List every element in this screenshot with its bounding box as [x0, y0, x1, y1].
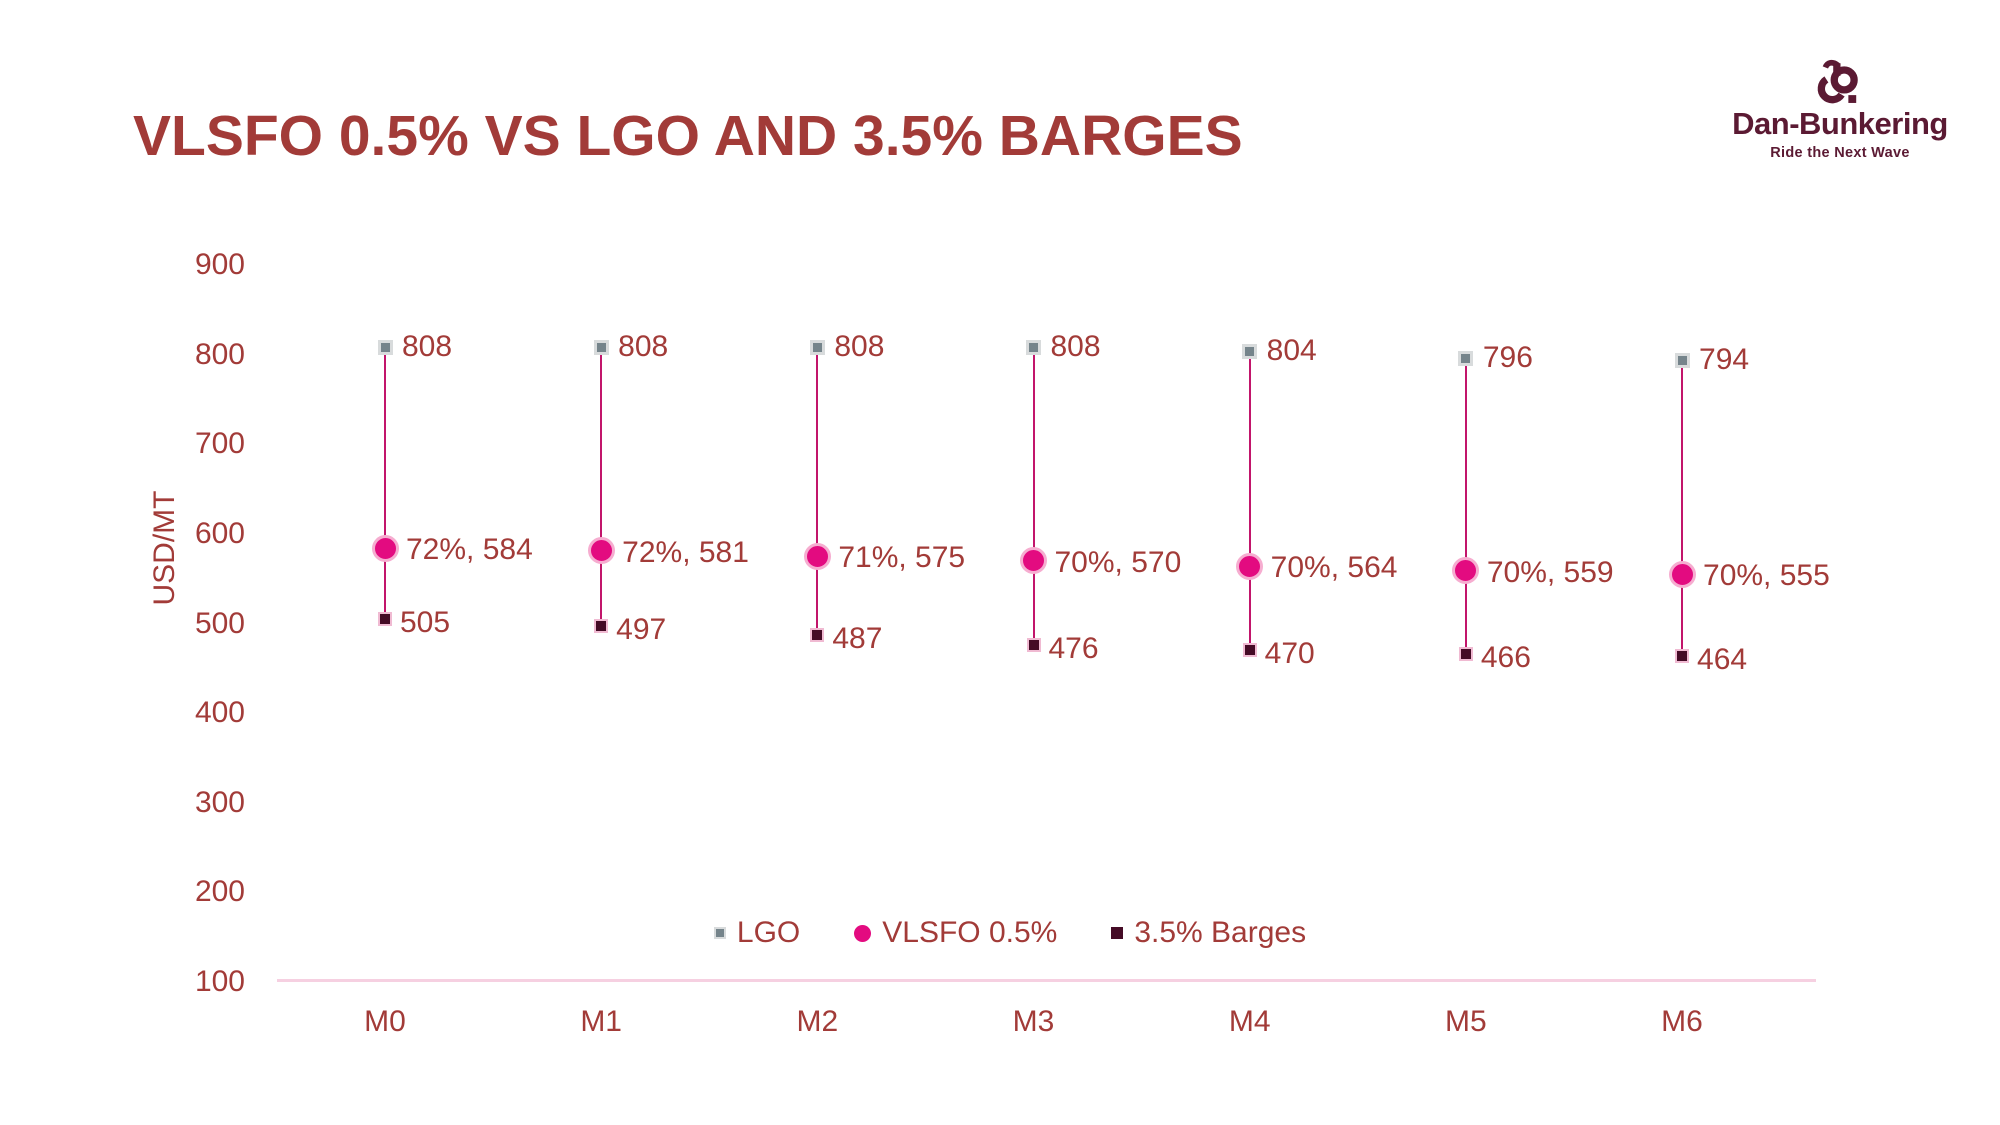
vlsfo-value-label: 70%, 555: [1703, 559, 1830, 593]
y-axis-tick-label: 700: [194, 427, 245, 461]
x-axis-tick-label: M1: [580, 1005, 622, 1038]
x-axis-tick-label: M2: [796, 1005, 839, 1038]
barges-marker: [810, 628, 825, 643]
vlsfo-marker: [1452, 557, 1480, 585]
y-axis-tick-label: 400: [194, 696, 245, 730]
high-low-connector-line: [1681, 360, 1684, 656]
barges-marker: [1675, 648, 1690, 663]
legend-item-label: 3.5% Barges: [1134, 916, 1307, 949]
page-title: VLSFO 0.5% VS LGO AND 3.5% BARGES: [133, 104, 1243, 168]
high-low-connector-line: [1248, 351, 1251, 651]
lgo-marker: [1674, 352, 1690, 368]
vlsfo-value-label: 72%, 584: [406, 533, 533, 567]
x-axis-tick-label: M5: [1445, 1005, 1487, 1038]
vlsfo-value-label: 70%, 564: [1270, 551, 1398, 585]
barges-marker: [1026, 638, 1041, 652]
barges-value-label: 497: [616, 613, 667, 647]
lgo-marker: [1026, 339, 1041, 355]
barges-value-label: 470: [1264, 637, 1315, 671]
barges-value-label: 505: [400, 606, 451, 640]
barges-value-label: 487: [832, 622, 883, 656]
lgo-marker: [1242, 343, 1258, 359]
barges-marker: [594, 619, 609, 634]
lgo-value-label: 796: [1482, 341, 1533, 375]
barges-marker: [1242, 643, 1257, 658]
vlsfo-marker: [1668, 560, 1696, 588]
lgo-value-label: 808: [618, 330, 669, 364]
lgo-value-label: 808: [402, 330, 453, 364]
lgo-legend-marker-icon: [713, 927, 726, 939]
x-axis-tick-label: M0: [364, 1005, 406, 1038]
legend-item: LGO: [713, 916, 801, 950]
y-axis-tick-label: 500: [194, 606, 245, 640]
lgo-value-label: 804: [1266, 334, 1317, 368]
x-axis-tick-label: M3: [1012, 1005, 1055, 1038]
vlsfo-marker: [803, 542, 831, 570]
barges-marker: [1458, 646, 1473, 661]
dan-bunkering-logo: Dan-Bunkering Ride the Next Wave: [1720, 58, 1960, 161]
x-axis-tick-label: M4: [1228, 1005, 1271, 1038]
lgo-value-label: 794: [1699, 343, 1750, 376]
vlsfo-value-label: 70%, 570: [1054, 545, 1182, 579]
vlsfo-marker: [371, 534, 399, 562]
x-axis-line: [277, 979, 1816, 982]
legend-item: 3.5% Barges: [1111, 916, 1306, 950]
barges-value-label: 476: [1048, 632, 1099, 665]
legend-item: VLSFO 0.5%: [854, 916, 1057, 950]
vlsfo-value-label: 72%, 581: [622, 535, 749, 569]
vlsfo-legend-marker-icon: [854, 924, 872, 942]
lgo-marker: [1458, 350, 1474, 366]
vlsfo-marker: [1236, 552, 1264, 580]
barges-value-label: 466: [1480, 640, 1531, 674]
barges-marker: [378, 612, 392, 627]
y-axis-tick-label: 100: [194, 965, 245, 998]
logo-brand-text: Dan-Bunkering: [1732, 106, 1948, 141]
lgo-value-label: 808: [1050, 330, 1101, 364]
lgo-marker: [593, 339, 609, 355]
x-axis-tick-label: M6: [1661, 1005, 1703, 1038]
y-axis-tick-label: 900: [194, 248, 245, 281]
logo-tagline: Ride the Next Wave: [1770, 145, 1910, 161]
legend-item-label: VLSFO 0.5%: [882, 916, 1058, 949]
barges-legend-marker-icon: [1111, 927, 1124, 939]
vlsfo-marker: [1020, 547, 1047, 575]
high-low-connector-line: [600, 347, 603, 627]
high-low-connector-line: [816, 347, 819, 636]
high-low-connector-line: [1032, 347, 1035, 645]
lgo-value-label: 808: [834, 330, 885, 364]
vlsfo-value-label: 70%, 559: [1486, 555, 1614, 589]
lgo-marker: [809, 339, 825, 355]
lgo-marker: [377, 339, 393, 355]
legend-item-label: LGO: [736, 916, 801, 949]
y-axis-tick-label: 600: [194, 516, 245, 550]
vlsfo-marker: [587, 537, 615, 565]
vlsfo-value-label: 71%, 575: [838, 541, 966, 575]
legend: LGO VLSFO 0.5% 3.5% Barges: [277, 916, 1743, 950]
barges-value-label: 464: [1697, 642, 1748, 676]
y-axis-tick-label: 200: [194, 875, 245, 909]
high-low-connector-line: [384, 347, 386, 620]
y-axis-tick-label: 300: [194, 785, 245, 819]
anchor-logo-icon: [1817, 59, 1858, 104]
y-axis-tick-label: 800: [194, 337, 245, 371]
high-low-connector-line: [1464, 358, 1467, 654]
